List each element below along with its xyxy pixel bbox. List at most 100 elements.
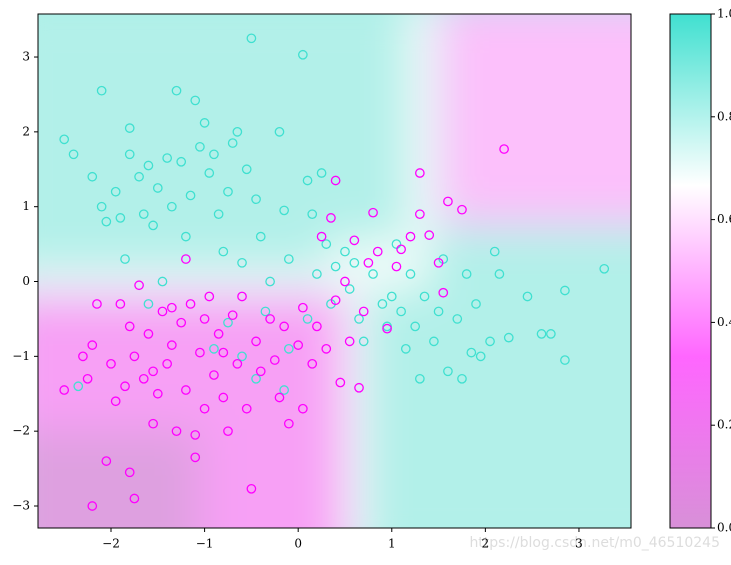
point bbox=[162, 358, 173, 369]
point bbox=[260, 306, 271, 317]
point bbox=[148, 220, 158, 231]
point bbox=[101, 216, 112, 227]
point bbox=[330, 295, 341, 306]
point bbox=[461, 269, 472, 279]
point bbox=[298, 403, 308, 414]
point bbox=[227, 310, 238, 321]
x-tick-label: −1 bbox=[196, 537, 214, 551]
point bbox=[307, 209, 318, 220]
point bbox=[433, 257, 444, 268]
point bbox=[424, 230, 435, 240]
point bbox=[246, 33, 257, 44]
point bbox=[185, 190, 196, 201]
point bbox=[204, 168, 215, 178]
point bbox=[129, 351, 140, 362]
point bbox=[223, 186, 233, 197]
point bbox=[101, 456, 112, 466]
point bbox=[157, 306, 168, 317]
point bbox=[330, 261, 341, 272]
point bbox=[209, 149, 219, 160]
colorbar-tick-label: 0.4 bbox=[717, 315, 731, 329]
point bbox=[340, 276, 350, 287]
point bbox=[429, 336, 439, 347]
point bbox=[265, 276, 275, 287]
point bbox=[223, 317, 233, 328]
point bbox=[59, 134, 70, 145]
point bbox=[195, 347, 205, 358]
point bbox=[363, 257, 374, 268]
point bbox=[443, 366, 453, 377]
point bbox=[312, 321, 322, 332]
y-tick-label: 3 bbox=[22, 50, 30, 64]
point bbox=[148, 418, 158, 429]
point bbox=[433, 306, 444, 317]
point bbox=[162, 153, 173, 163]
point bbox=[457, 373, 467, 384]
colorbar bbox=[669, 13, 712, 529]
point bbox=[471, 299, 481, 309]
point bbox=[251, 336, 261, 347]
point bbox=[536, 329, 547, 339]
point bbox=[302, 175, 313, 186]
point bbox=[190, 430, 201, 440]
watermark: https://blog.csdn.net/m0_46510245 bbox=[469, 535, 720, 551]
point bbox=[232, 127, 243, 137]
point bbox=[181, 231, 191, 242]
point bbox=[241, 403, 252, 414]
point bbox=[218, 347, 229, 358]
point bbox=[382, 323, 392, 334]
point bbox=[181, 254, 191, 264]
point bbox=[68, 149, 79, 160]
point bbox=[199, 118, 210, 128]
point bbox=[171, 426, 182, 437]
point bbox=[560, 285, 570, 296]
point bbox=[246, 483, 257, 494]
point bbox=[237, 351, 247, 362]
point bbox=[152, 183, 163, 193]
point bbox=[466, 347, 477, 358]
y-tick-label: −1 bbox=[12, 349, 30, 363]
point bbox=[283, 418, 294, 429]
point bbox=[349, 257, 360, 268]
point bbox=[232, 358, 243, 369]
point bbox=[251, 194, 261, 205]
point bbox=[143, 329, 154, 339]
point bbox=[546, 329, 556, 339]
point bbox=[115, 299, 126, 309]
point bbox=[134, 171, 144, 182]
point bbox=[115, 213, 126, 223]
point bbox=[405, 231, 416, 242]
point bbox=[391, 261, 402, 272]
point bbox=[377, 299, 388, 309]
point bbox=[120, 254, 130, 264]
point bbox=[599, 263, 610, 274]
point bbox=[255, 366, 266, 377]
point bbox=[190, 452, 201, 463]
point bbox=[330, 175, 341, 186]
point bbox=[82, 373, 93, 384]
point bbox=[129, 493, 140, 504]
point bbox=[59, 385, 70, 395]
point bbox=[176, 156, 187, 167]
point bbox=[335, 377, 346, 388]
point bbox=[120, 381, 130, 392]
point bbox=[87, 340, 98, 350]
point bbox=[400, 344, 411, 354]
point bbox=[405, 269, 416, 279]
point bbox=[298, 302, 308, 313]
point bbox=[503, 332, 514, 343]
point bbox=[176, 317, 187, 328]
plot-frame bbox=[37, 13, 632, 529]
point bbox=[396, 244, 406, 255]
point bbox=[218, 246, 229, 257]
point bbox=[199, 314, 210, 324]
point bbox=[124, 321, 135, 332]
point bbox=[110, 396, 121, 407]
colorbar-tick-label: 0.6 bbox=[717, 212, 731, 226]
point bbox=[218, 392, 229, 403]
y-tick-label: 0 bbox=[22, 274, 30, 288]
point bbox=[316, 168, 327, 178]
point bbox=[181, 385, 191, 395]
point bbox=[522, 291, 533, 302]
